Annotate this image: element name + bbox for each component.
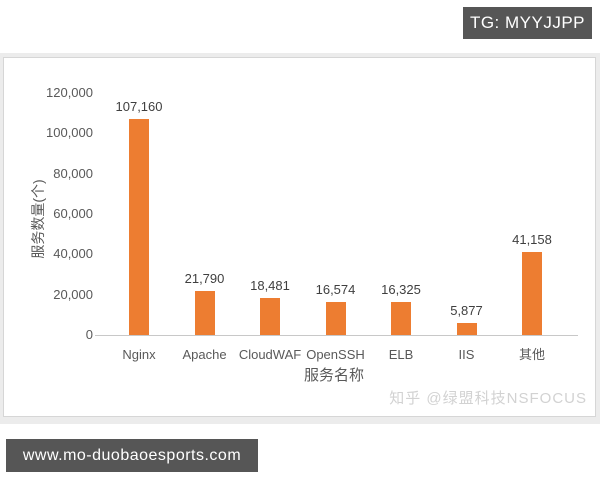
x-category-label: Apache (182, 347, 227, 362)
x-axis-line (95, 335, 578, 336)
tg-badge: TG: MYYJJPP (463, 7, 592, 39)
y-tick-label: 60,000 (53, 206, 93, 221)
x-category-label: CloudWAF (238, 347, 302, 362)
x-category-label: Nginx (122, 347, 156, 362)
bar-IIS (456, 323, 477, 335)
bar-Apache (194, 291, 215, 335)
bar-value-label: 18,481 (250, 278, 290, 293)
bar-value-label: 41,158 (512, 232, 552, 247)
bar-chart-panel: 服务数量(个) 服务名称 知乎 @绿盟科技NSFOCUS 0 20,000 40,0… (3, 57, 596, 417)
x-category-label: IIS (458, 347, 475, 362)
y-tick-label: 0 (85, 327, 93, 342)
y-tick-label: 100,000 (46, 125, 93, 141)
bar-value-label: 16,325 (381, 282, 421, 297)
bar-Nginx (129, 119, 149, 335)
bar-value-label: 21,790 (184, 271, 225, 286)
x-category-label: OpenSSH (306, 347, 365, 362)
bar-value-label: 107,160 (115, 99, 163, 114)
y-tick-label: 120,000 (46, 85, 93, 100)
y-tick-label: 80,000 (53, 165, 93, 181)
bar-其他 (522, 252, 542, 335)
bar-value-label: 16,574 (315, 282, 356, 297)
zhihu-watermark: 知乎 @绿盟科技NSFOCUS (389, 390, 587, 407)
x-category-label: ELB (388, 347, 414, 362)
bar-ELB (391, 302, 411, 335)
site-url-badge: www.mo-duobaoesports.com (6, 439, 258, 472)
bar-CloudWAF (260, 298, 280, 335)
tg-badge-text: TG: MYYJJPP (469, 13, 586, 32)
x-category-label: 其他 (518, 347, 545, 362)
x-axis-title: 服务名称 (303, 367, 364, 384)
bar-OpenSSH (325, 302, 346, 335)
bar-value-label: 5,877 (450, 303, 483, 318)
y-tick-label: 40,000 (53, 246, 93, 262)
y-tick-label: 20,000 (53, 286, 93, 302)
site-url-text: www.mo-duobaoesports.com (22, 446, 242, 464)
